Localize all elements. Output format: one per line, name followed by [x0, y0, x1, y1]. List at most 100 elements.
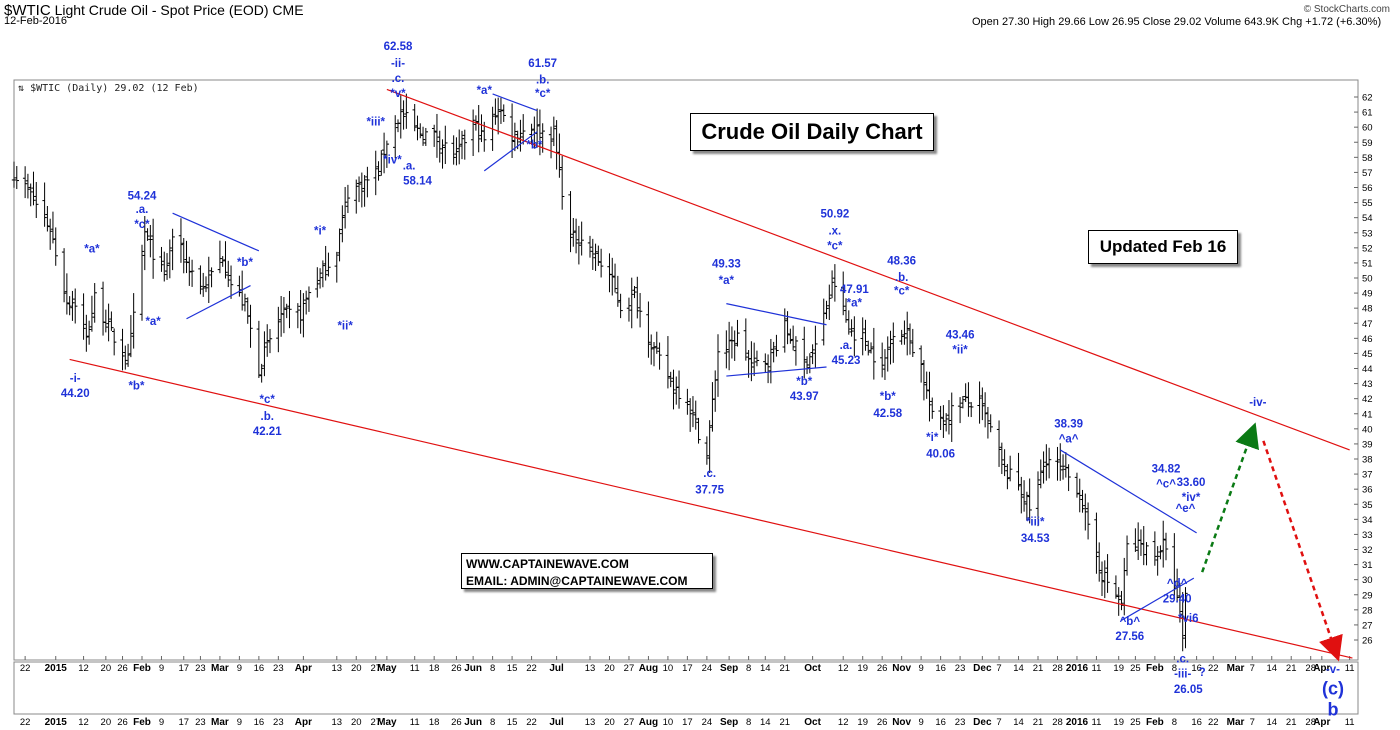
ohlc-bar	[53, 227, 58, 266]
x-tick-label: 16	[254, 663, 265, 674]
ohlc-bar	[317, 268, 323, 289]
ohlc-bar	[326, 252, 331, 277]
x-tick-label: 14	[1266, 663, 1277, 674]
ohlc-bar	[379, 150, 384, 176]
x-tick-label: 28	[1052, 717, 1063, 728]
x-tick-label: 23	[195, 717, 206, 728]
ohlc-bar	[111, 328, 117, 356]
x-tick-label: Jun	[464, 717, 482, 728]
ohlc-bar	[162, 251, 167, 282]
x-tick-label: 2016	[1066, 663, 1089, 674]
y-tick-label: 46	[1362, 334, 1373, 345]
chart-date: 12-Feb-2016	[4, 15, 67, 27]
wave-label: *ii*	[337, 320, 353, 332]
ohlc-bar	[1083, 493, 1088, 531]
wave-label: ?	[1199, 667, 1206, 679]
ohlc-bar	[11, 161, 17, 188]
ohlc-bar	[537, 109, 543, 156]
y-tick-label: 30	[1362, 575, 1373, 586]
ohlc-bar	[217, 240, 223, 274]
ohlc-bar	[123, 345, 128, 370]
legend-text: $WTIC (Daily) 29.02 (12 Feb)	[30, 83, 199, 94]
ohlc-bar	[646, 301, 651, 358]
ohlc-bar	[1021, 480, 1027, 512]
x-tick-label: Nov	[892, 663, 911, 674]
ohlc-bar	[632, 286, 637, 299]
ohlc-bar	[559, 155, 565, 210]
ohlc-bar	[228, 265, 234, 299]
ohlc-bar	[1085, 502, 1091, 540]
ohlc-bar	[1077, 478, 1082, 513]
ohlc-bar	[109, 311, 114, 331]
x-tick-label: Mar	[1227, 663, 1245, 674]
ohlc-bar	[938, 405, 943, 431]
ohlc-bar	[788, 328, 793, 344]
ohlc-bar	[576, 225, 582, 265]
x-tick-label: Apr	[295, 717, 312, 728]
ohlc-bar	[206, 256, 211, 303]
ohlc-bar	[905, 311, 910, 356]
ohlc-bar	[423, 127, 429, 146]
ohlc-bar	[14, 166, 19, 190]
ohlc-bar	[451, 135, 456, 165]
x-tick-label: 22	[1208, 717, 1219, 728]
ohlc-bar	[715, 334, 721, 397]
ohlc-bar	[790, 325, 796, 351]
y-tick-label: 42	[1362, 394, 1373, 405]
ohlc-bar	[259, 363, 264, 383]
ohlc-bar	[457, 129, 462, 165]
x-tick-label: 7	[1250, 663, 1255, 674]
ohlc-bar	[1124, 535, 1130, 576]
ohlc-bar	[170, 228, 175, 271]
ohlc-bar	[237, 275, 242, 297]
ohlc-bar	[879, 342, 885, 378]
ohlc-bar	[248, 304, 253, 348]
x-tick-label: 17	[178, 663, 189, 674]
wave-trendline	[726, 366, 827, 377]
x-tick-label: 26	[451, 663, 462, 674]
ohlc-bar	[398, 95, 403, 139]
ohlc-bar	[437, 130, 442, 163]
y-tick-label: 49	[1362, 289, 1373, 300]
legend-icon: ⇅	[18, 83, 25, 94]
wave-label: *v*	[390, 88, 406, 100]
y-tick-label: 38	[1362, 455, 1373, 466]
updated-box: Updated Feb 16	[1088, 230, 1238, 264]
x-tick-label: 19	[1113, 717, 1124, 728]
wave-label: *a*	[84, 243, 100, 255]
x-tick-label: 16	[935, 717, 946, 728]
ohlc-bar	[42, 182, 47, 227]
ohlc-bar	[476, 105, 481, 153]
x-tick-label: May	[377, 663, 397, 674]
ohlc-bar	[181, 238, 186, 274]
ohlc-bar	[707, 420, 712, 473]
wave-label: b	[1327, 699, 1338, 719]
ohlc-bar	[980, 387, 985, 421]
y-tick-label: 50	[1362, 274, 1373, 285]
x-tick-label: 18	[429, 663, 440, 674]
ohlc-bar	[354, 179, 359, 214]
x-tick-label: 7	[1250, 717, 1255, 728]
ohlc-bar	[852, 316, 857, 357]
ohlc-bar	[340, 205, 345, 243]
ohlc-bar	[676, 370, 682, 409]
x-tick-label: Sep	[720, 717, 738, 728]
ohlc-bar	[768, 338, 774, 384]
x-tick-label: Oct	[804, 663, 821, 674]
ohlc-bar	[943, 413, 949, 432]
ohlc-bar	[704, 436, 710, 465]
ohlc-bar	[949, 392, 954, 442]
ohlc-bar	[462, 129, 467, 160]
ohlc-bar	[793, 336, 799, 366]
brand-watermark: © StockCharts.com	[1303, 4, 1390, 15]
ohlc-bar	[696, 417, 701, 444]
ohlc-bar	[590, 238, 595, 270]
ohlc-bar	[957, 397, 963, 424]
x-tick-label: 18	[429, 717, 440, 728]
ohlc-bar	[303, 290, 309, 315]
ohlc-bar	[495, 97, 501, 135]
x-tick-label: 28	[1305, 717, 1316, 728]
x-tick-label: 24	[702, 663, 713, 674]
ohlc-bar	[1035, 471, 1041, 527]
